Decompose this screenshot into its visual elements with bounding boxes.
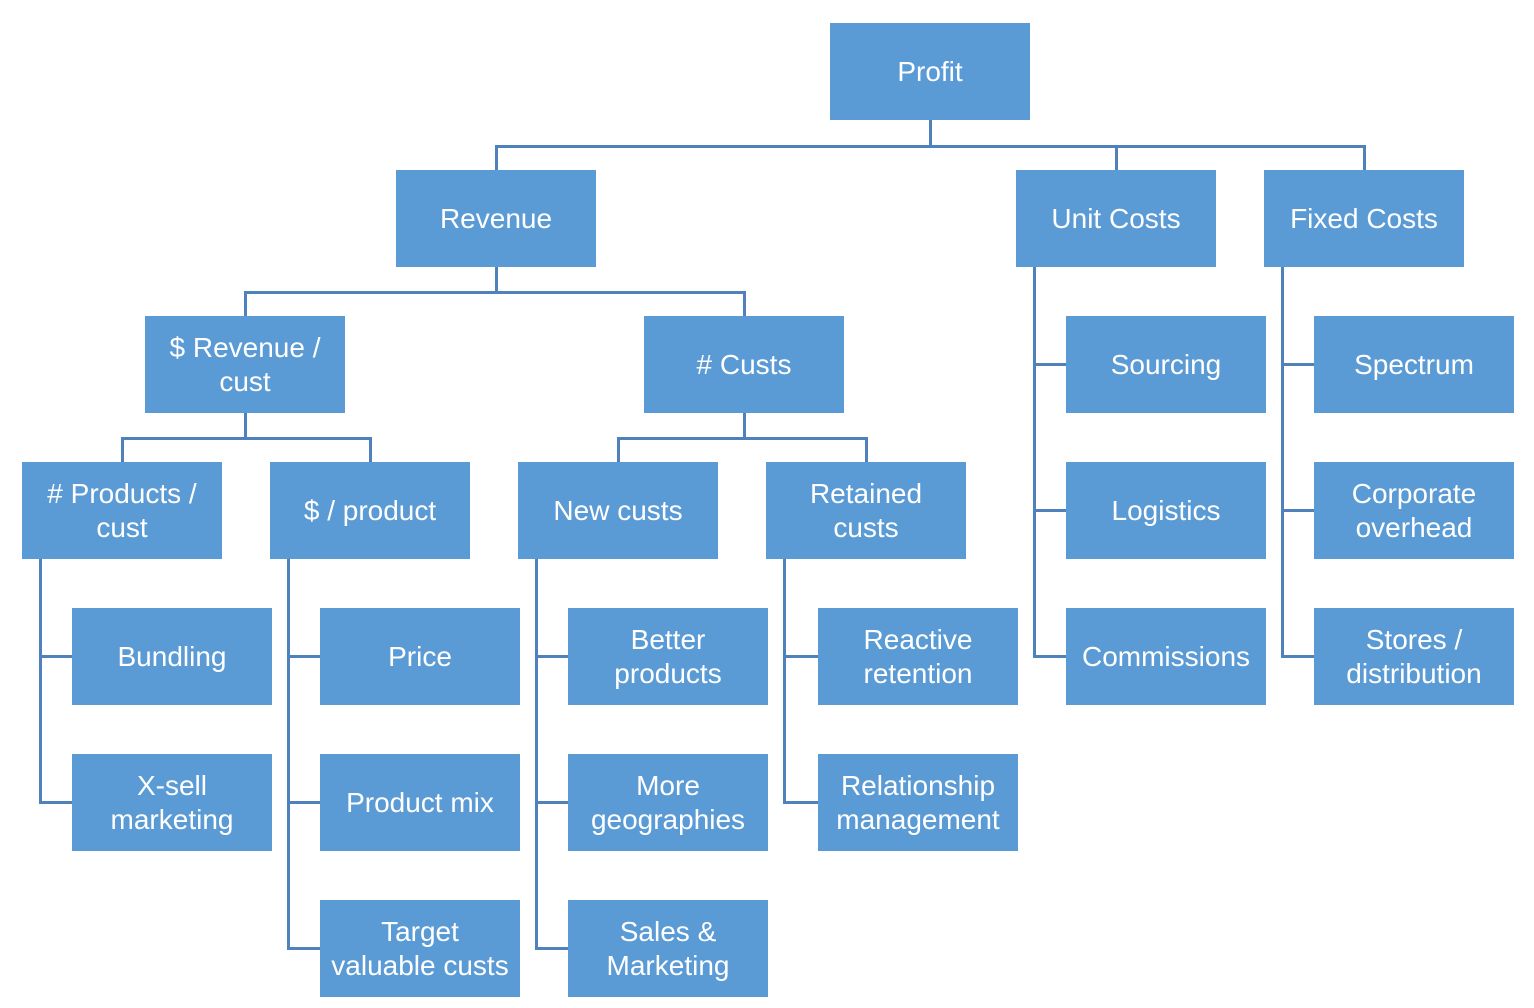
connector-line <box>495 267 498 294</box>
node-target-valuable-custs: Target valuable custs <box>320 900 520 997</box>
connector-line <box>1281 267 1284 658</box>
connector-line <box>287 559 290 950</box>
connector-line <box>535 655 568 658</box>
node-spectrum: Spectrum <box>1314 316 1514 413</box>
connector-line <box>39 801 72 804</box>
connector-line <box>121 437 124 462</box>
connector-line <box>1033 267 1036 658</box>
node-products-per-cust: # Products / cust <box>22 462 222 559</box>
node-better-products: Better products <box>568 608 768 705</box>
connector-line <box>121 437 372 440</box>
connector-line <box>1033 363 1066 366</box>
connector-line <box>1033 655 1066 658</box>
connector-line <box>244 291 247 316</box>
connector-line <box>495 145 498 170</box>
node-xsell-marketing: X-sell marketing <box>72 754 272 851</box>
connector-line <box>495 145 1366 148</box>
node-revenue-per-cust: $ Revenue / cust <box>145 316 345 413</box>
node-reactive-retention: Reactive retention <box>818 608 1018 705</box>
connector-line <box>39 559 42 804</box>
node-revenue: Revenue <box>396 170 596 267</box>
connector-line <box>743 413 746 440</box>
connector-line <box>369 437 372 462</box>
connector-line <box>244 413 247 440</box>
node-logistics: Logistics <box>1066 462 1266 559</box>
connector-line <box>1281 509 1314 512</box>
node-dollars-per-product: $ / product <box>270 462 470 559</box>
node-fixed-costs: Fixed Costs <box>1264 170 1464 267</box>
node-more-geographies: More geographies <box>568 754 768 851</box>
node-sales-marketing: Sales & Marketing <box>568 900 768 997</box>
connector-line <box>1281 363 1314 366</box>
node-stores-distribution: Stores / distribution <box>1314 608 1514 705</box>
connector-line <box>244 291 746 294</box>
node-unit-costs: Unit Costs <box>1016 170 1216 267</box>
connector-line <box>783 559 786 804</box>
connector-line <box>1363 145 1366 170</box>
node-retained-custs: Retained custs <box>766 462 966 559</box>
connector-line <box>39 655 72 658</box>
connector-line <box>535 947 568 950</box>
connector-line <box>1115 145 1118 170</box>
connector-line <box>287 947 320 950</box>
connector-line <box>617 437 620 462</box>
connector-line <box>783 801 818 804</box>
connector-line <box>743 291 746 316</box>
connector-line <box>865 437 868 462</box>
node-relationship-management: Relationship management <box>818 754 1018 851</box>
connector-line <box>1281 655 1314 658</box>
connector-line <box>287 801 320 804</box>
connector-line <box>1033 509 1066 512</box>
connector-line <box>287 655 320 658</box>
node-price: Price <box>320 608 520 705</box>
node-profit: Profit <box>830 23 1030 120</box>
node-new-custs: New custs <box>518 462 718 559</box>
connector-line <box>535 801 568 804</box>
connector-line <box>535 559 538 950</box>
connector-line <box>929 120 932 148</box>
connector-line <box>783 655 818 658</box>
node-product-mix: Product mix <box>320 754 520 851</box>
node-corporate-overhead: Corporate overhead <box>1314 462 1514 559</box>
node-sourcing: Sourcing <box>1066 316 1266 413</box>
node-commissions: Commissions <box>1066 608 1266 705</box>
node-num-custs: # Custs <box>644 316 844 413</box>
node-bundling: Bundling <box>72 608 272 705</box>
connector-line <box>617 437 868 440</box>
